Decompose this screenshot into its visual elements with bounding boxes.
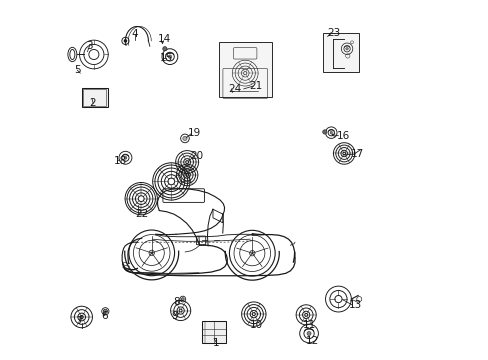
Text: 24: 24 (227, 84, 241, 94)
Text: 18: 18 (114, 156, 127, 166)
Text: 20: 20 (190, 151, 203, 161)
Circle shape (168, 55, 171, 58)
FancyBboxPatch shape (202, 321, 226, 343)
Circle shape (345, 48, 347, 50)
FancyBboxPatch shape (218, 42, 271, 97)
Text: 22: 22 (135, 210, 148, 220)
Text: 10: 10 (250, 320, 263, 330)
Circle shape (123, 39, 127, 42)
Circle shape (306, 332, 310, 336)
Text: 7: 7 (76, 316, 82, 325)
Text: 12: 12 (305, 336, 319, 346)
Text: 1: 1 (212, 338, 219, 348)
Text: 4: 4 (132, 30, 138, 39)
Text: 13: 13 (348, 300, 361, 310)
Circle shape (329, 131, 332, 134)
Circle shape (103, 309, 107, 314)
Circle shape (103, 310, 107, 313)
FancyBboxPatch shape (322, 33, 358, 72)
Circle shape (249, 251, 255, 256)
Text: 9: 9 (171, 311, 178, 320)
Circle shape (181, 298, 184, 301)
Text: 15: 15 (160, 53, 173, 63)
Text: 11: 11 (303, 320, 316, 330)
Text: 2: 2 (89, 98, 96, 108)
FancyBboxPatch shape (81, 87, 107, 107)
Text: 6: 6 (101, 311, 107, 320)
Text: 8: 8 (172, 297, 179, 307)
Text: 23: 23 (326, 28, 340, 38)
Circle shape (183, 136, 187, 140)
Text: 21: 21 (249, 81, 262, 91)
Circle shape (149, 250, 154, 256)
Text: 19: 19 (187, 129, 201, 138)
Text: 16: 16 (336, 131, 349, 141)
Text: 17: 17 (350, 149, 363, 159)
Text: 5: 5 (74, 65, 80, 75)
Circle shape (124, 156, 126, 159)
Text: 14: 14 (158, 35, 171, 44)
Circle shape (163, 46, 167, 51)
Text: 3: 3 (86, 41, 92, 51)
Circle shape (322, 130, 326, 134)
